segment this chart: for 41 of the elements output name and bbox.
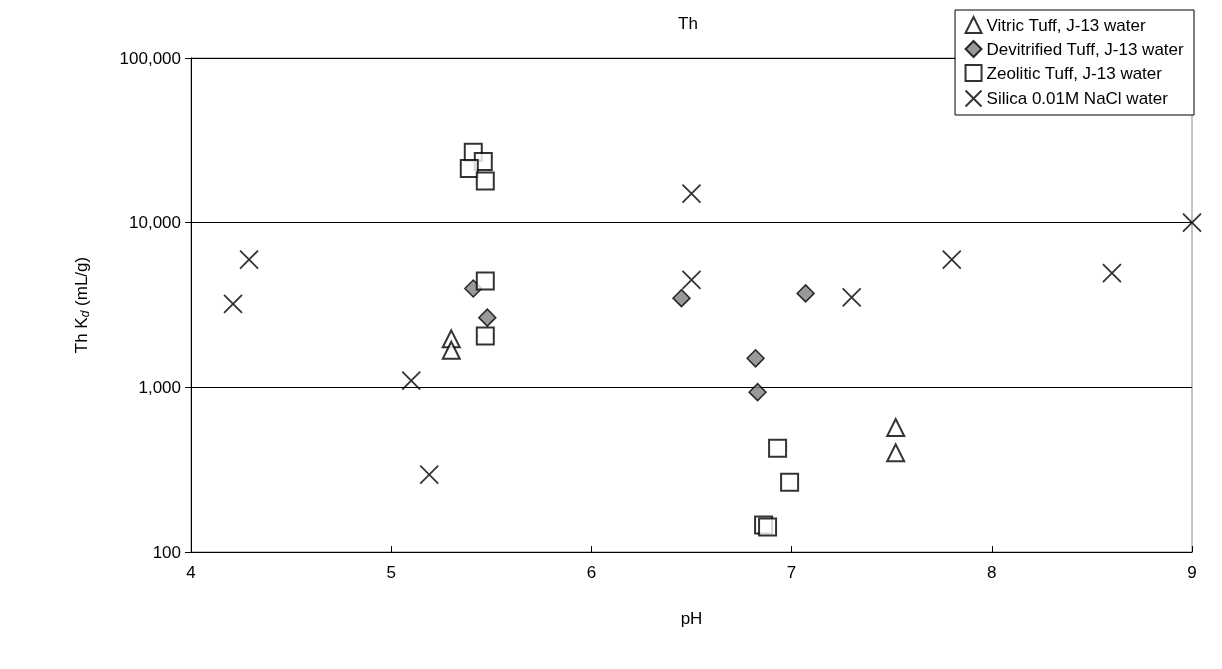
point [475,326,495,346]
point [681,269,702,290]
legend-label: Silica 0.01M NaCl water [986,89,1169,108]
point [419,464,440,485]
legend-label: Devitrified Tuff, J-13 water [986,39,1185,59]
x-tick-label: 7 [786,563,797,582]
y-tick-label: 100,000 [119,48,181,68]
point [796,284,815,303]
point [1102,263,1122,283]
point [780,472,800,492]
x-tick-label: 5 [386,563,396,582]
y-tick-label: 100 [152,542,181,562]
point [1182,212,1202,233]
point [478,308,497,327]
point [239,249,259,270]
x-tick-label: 6 [586,563,597,582]
chart-title: Th [678,14,698,33]
point [475,271,495,291]
point [672,288,691,308]
point [459,159,479,179]
x-axis-title: pH [680,609,703,628]
point [441,340,461,360]
point [841,287,862,308]
point [401,370,422,391]
point [768,438,788,458]
y-axis-title: Th Kd (mL/g) [71,256,92,354]
legend-label: Zeolitic Tuff, J-13 water [986,63,1163,83]
x-tick-label: 4 [186,563,196,582]
x-tick-label: 8 [987,563,997,582]
legend-label: Vitric Tuff, J-13 water [986,15,1146,35]
x-tick-label: 9 [1187,563,1197,582]
point [748,382,767,402]
point [475,171,495,191]
y-tick-label: 10,000 [129,213,181,233]
point [223,294,243,314]
point [886,443,906,463]
point [941,249,962,270]
y-tick-label: 1,000 [138,377,181,397]
point [681,183,702,204]
point [746,349,765,368]
point [886,418,906,438]
